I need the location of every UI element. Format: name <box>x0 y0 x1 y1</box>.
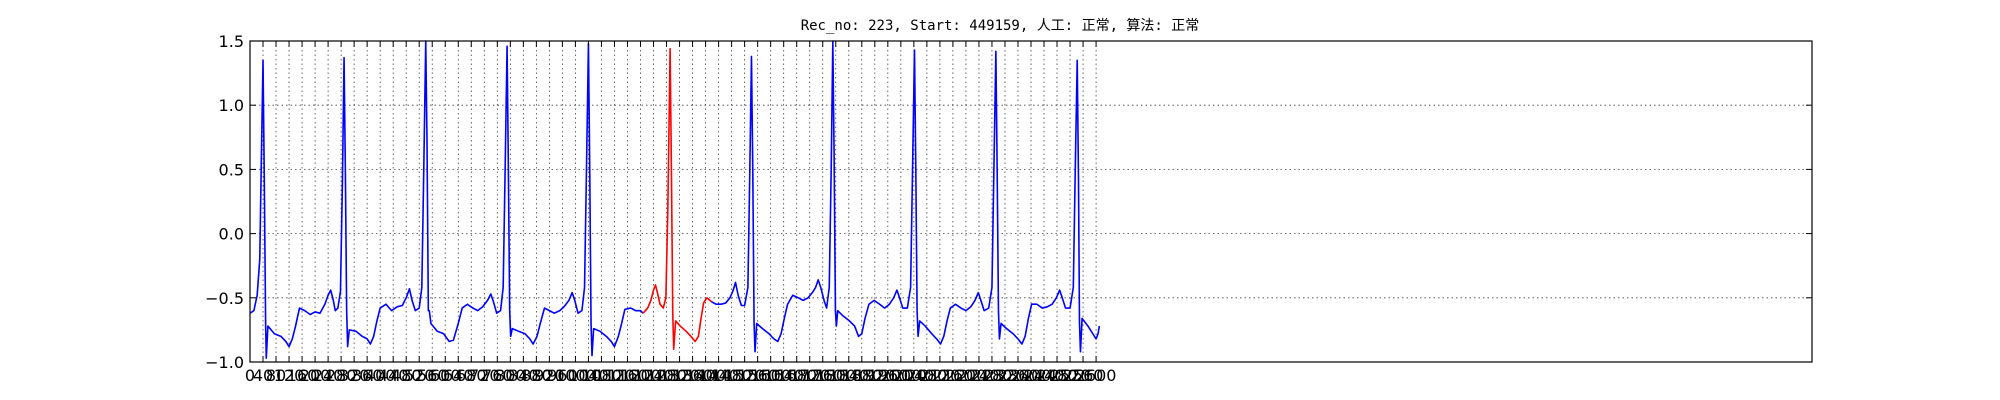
x-tick-label: 2160 <box>933 366 974 385</box>
x-tick-label: 1400 <box>685 366 726 385</box>
x-tick-label: 2480 <box>1037 366 1078 385</box>
x-tick-label: 2240 <box>959 366 1000 385</box>
x-tick-label: 760 <box>482 366 513 385</box>
x-tick-label: 1800 <box>815 366 856 385</box>
y-tick-label: −0.5 <box>205 289 244 308</box>
x-tick-label: 560 <box>417 366 448 385</box>
x-tick-label: 1960 <box>867 366 908 385</box>
x-tick-label: 2520 <box>1050 366 1091 385</box>
x-tick-label: 240 <box>313 366 344 385</box>
x-tick-label: 2120 <box>920 366 961 385</box>
x-tick-label: 2080 <box>907 366 948 385</box>
x-tick-label: 2280 <box>972 366 1013 385</box>
x-tick-label: 2200 <box>946 366 987 385</box>
x-tick-label: 0 <box>245 366 255 385</box>
x-tick-label: 360 <box>352 366 383 385</box>
x-tick-label: 600 <box>430 366 461 385</box>
x-tick-label: 840 <box>508 366 539 385</box>
x-tick-label: 400 <box>365 366 396 385</box>
y-tick-label: 1.5 <box>219 32 244 51</box>
x-tick-label: 1120 <box>594 366 635 385</box>
y-tick-label: 0.5 <box>219 160 244 179</box>
x-tick-label: 1360 <box>672 366 713 385</box>
x-tick-label: 160 <box>287 366 318 385</box>
x-tick-label: 520 <box>404 366 435 385</box>
x-tick-label: 2000 <box>880 366 921 385</box>
grid-lines <box>250 41 1812 362</box>
x-tick-label: 1000 <box>555 366 596 385</box>
x-tick-label: 2440 <box>1024 366 1065 385</box>
x-tick-label: 80 <box>266 366 286 385</box>
plot-frame <box>249 40 1813 363</box>
x-tick-label: 800 <box>495 366 526 385</box>
ecg-series <box>249 40 1101 359</box>
axis-ticks: −1.0 −0.5 0.0 0.5 1.0 1.5 04080120160200240280… <box>205 32 1812 385</box>
y-tick-label: 1.0 <box>219 96 244 115</box>
chart-title: Rec_no: 223, Start: 449159, 人工: 正常, 算法: … <box>801 18 1200 34</box>
x-tick-label: 1280 <box>646 366 687 385</box>
x-tick-label: 1320 <box>659 366 700 385</box>
x-tick-label: 440 <box>378 366 409 385</box>
x-tick-label: 1640 <box>763 366 804 385</box>
ecg-segment <box>711 40 1101 353</box>
y-tick-label: −1.0 <box>205 353 244 372</box>
y-tick-label: 0.0 <box>219 225 244 244</box>
x-tick-label: 1880 <box>841 366 882 385</box>
x-tick-label: 2040 <box>893 366 934 385</box>
x-tick-label: 2400 <box>1011 366 1052 385</box>
x-tick-label: 920 <box>534 366 565 385</box>
x-tick-label: 120 <box>274 366 305 385</box>
x-tick-label: 2320 <box>985 366 1026 385</box>
x-tick-label: 480 <box>391 366 422 385</box>
x-tick-label: 40 <box>253 366 273 385</box>
x-tick-label: 1520 <box>724 366 765 385</box>
x-tick-label: 960 <box>547 366 578 385</box>
x-tick-label: 1200 <box>620 366 661 385</box>
x-tick-label: 1840 <box>828 366 869 385</box>
x-tick-label: 680 <box>456 366 487 385</box>
x-tick-label: 720 <box>469 366 500 385</box>
x-tick-label: 200 <box>300 366 331 385</box>
x-tick-label: 1680 <box>776 366 817 385</box>
x-tick-label: 1080 <box>581 366 622 385</box>
x-tick-label: 2600 <box>1076 366 1117 385</box>
x-tick-label: 1160 <box>607 366 648 385</box>
ecg-segment <box>249 40 644 359</box>
x-tick-label: 1760 <box>802 366 843 385</box>
x-tick-label: 880 <box>521 366 552 385</box>
x-tick-label: 1920 <box>854 366 895 385</box>
ecg-segment-highlighted <box>642 47 712 350</box>
x-tick-label: 2560 <box>1063 366 1104 385</box>
x-tick-label: 640 <box>443 366 474 385</box>
x-tick-label: 1440 <box>698 366 739 385</box>
x-tick-label: 280 <box>326 366 357 385</box>
x-tick-label: 1480 <box>711 366 752 385</box>
x-tick-label: 320 <box>339 366 370 385</box>
x-tick-label: 2360 <box>998 366 1039 385</box>
x-tick-label: 1560 <box>737 366 778 385</box>
x-tick-label: 1040 <box>568 366 609 385</box>
x-tick-label: 1720 <box>789 366 830 385</box>
x-tick-label: 1240 <box>633 366 674 385</box>
x-tick-label: 1600 <box>750 366 791 385</box>
